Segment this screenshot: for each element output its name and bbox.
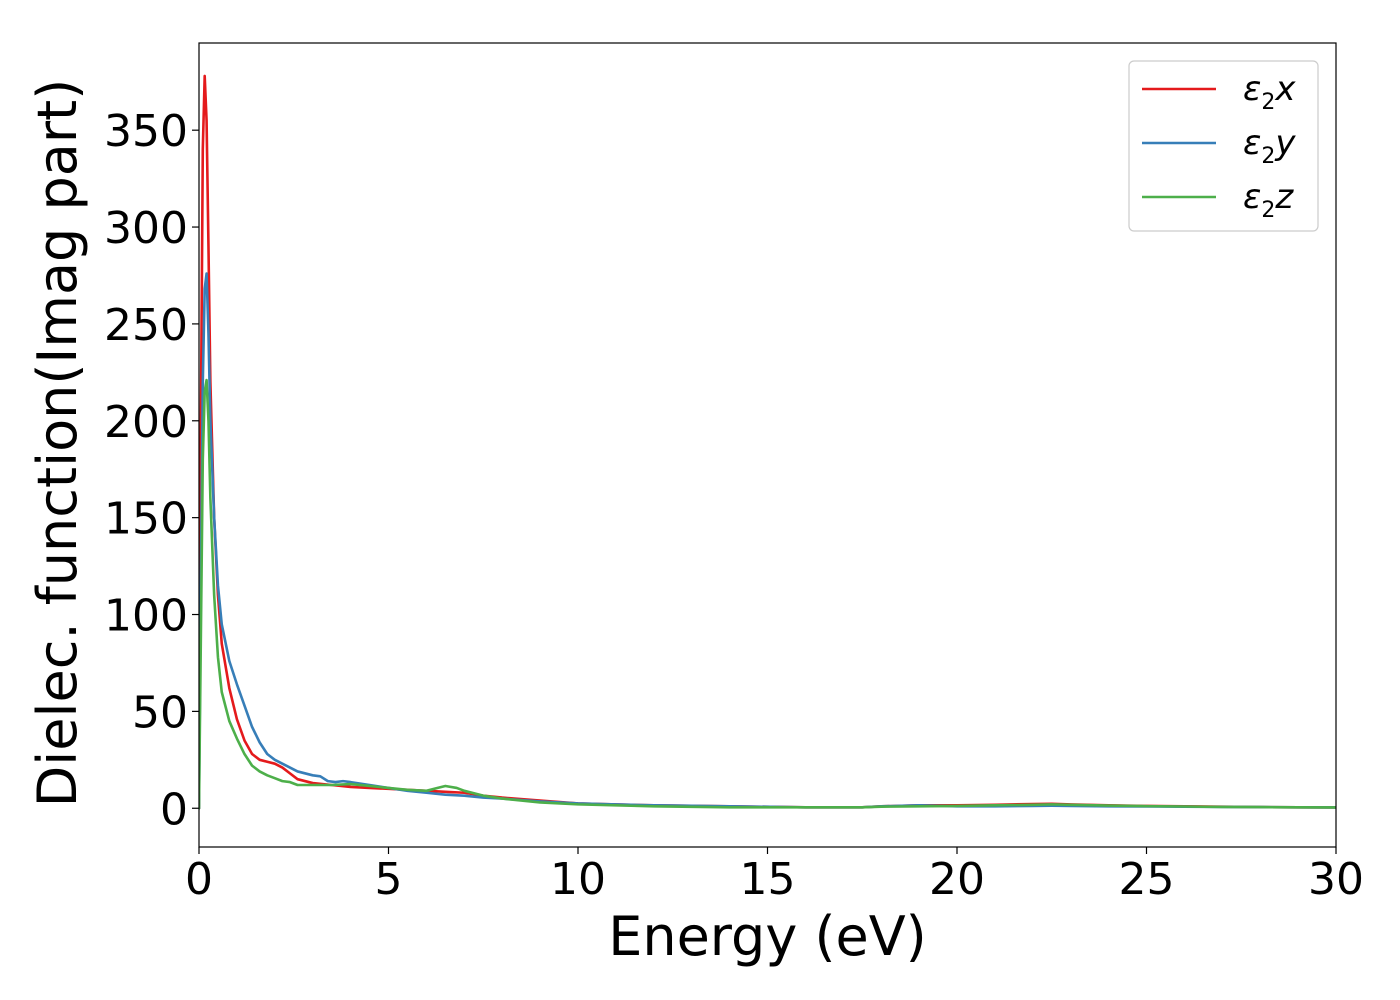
y-tick-label: 0 (160, 784, 188, 835)
x-axis-label: Energy (eV) (608, 905, 927, 968)
x-tick-label: 15 (740, 854, 796, 905)
series-line-y (199, 272, 1336, 810)
x-tick-label: 20 (929, 854, 985, 905)
y-axis-label: Dielec. function(Imag part) (26, 79, 89, 808)
y-tick-label: 200 (104, 397, 188, 448)
y-tick-label: 250 (104, 300, 188, 351)
x-axis-ticks: 0 5 10 15 20 25 30 (185, 847, 1364, 905)
x-tick-label: 0 (185, 854, 213, 905)
y-tick-label: 300 (104, 203, 188, 254)
y-tick-label: 350 (104, 106, 188, 157)
series-layer (199, 74, 1336, 810)
x-tick-label: 5 (375, 854, 403, 905)
legend-label-x: ε2x (1243, 69, 1296, 115)
legend-box (1128, 60, 1319, 232)
y-tick-label: 150 (104, 494, 188, 545)
x-tick-label: 30 (1308, 854, 1364, 905)
x-tick-label: 25 (1119, 854, 1175, 905)
legend-label-z: ε2z (1243, 177, 1294, 223)
y-tick-label: 50 (132, 687, 188, 738)
series-line-z (199, 378, 1336, 810)
y-axis-ticks: 0 50 100 150 200 250 300 350 (104, 106, 199, 835)
x-tick-label: 10 (550, 854, 606, 905)
legend: ε2x ε2y ε2z (1128, 60, 1319, 232)
y-tick-label: 100 (104, 591, 188, 642)
legend-label-y: ε2y (1243, 123, 1296, 169)
